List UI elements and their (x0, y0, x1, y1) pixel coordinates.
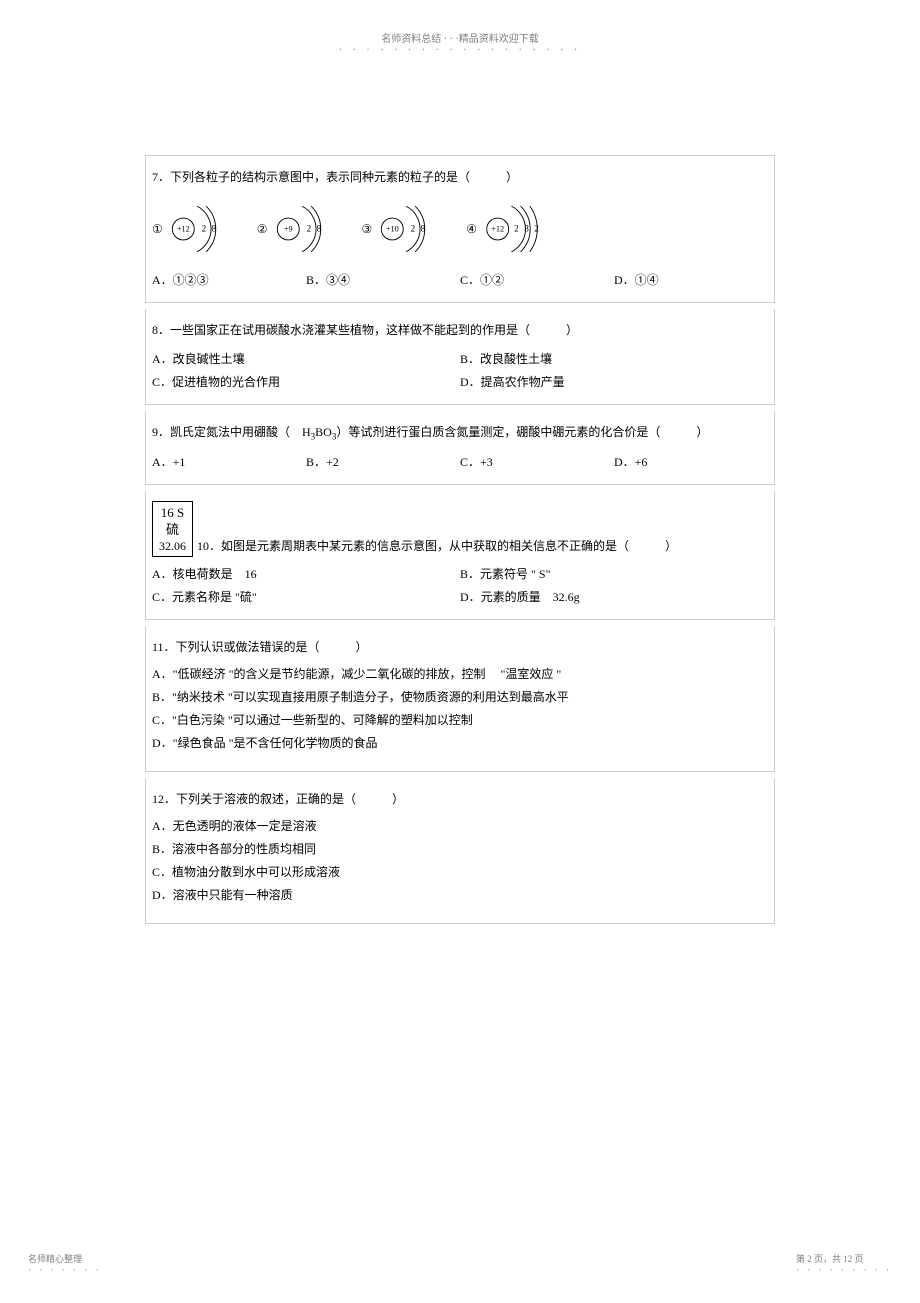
q11-opt-b: B．"纳米技术 "可以实现直接用原子制造分子，使物质资源的利用达到最高水平 (152, 688, 768, 705)
q8-options: A．改良碱性土壤 B．改良酸性土壤 C．促进植物的光合作用 D．提高农作物产量 (152, 350, 768, 390)
svg-text:8: 8 (524, 224, 529, 234)
svg-text:2: 2 (514, 224, 519, 234)
footer-right-text: 第 2 页，共 12 页 (796, 1252, 892, 1265)
footer-right: 第 2 页，共 12 页 · · · · · · · · · (796, 1252, 892, 1275)
question-8: 8．一些国家正在试用碳酸水浇灌某些植物，这样做不能起到的作用是（ ） A．改良碱… (145, 309, 775, 405)
q12-opt-b: B．溶液中各部分的性质均相同 (152, 840, 768, 857)
q10-opt-a: A．核电荷数是 16 (152, 565, 460, 582)
atom-label-2: ② (257, 222, 268, 236)
q12-stem: 12．下列关于溶液的叙述，正确的是（ ） (152, 788, 768, 811)
question-12: 12．下列关于溶液的叙述，正确的是（ ） A．无色透明的液体一定是溶液 B．溶液… (145, 778, 775, 924)
atom-svg-1: +12 2 8 (165, 197, 229, 261)
q7-options: A．①②③ B．③④ C．①② D．①④ (152, 271, 768, 288)
footer-left-dots: · · · · · · · (28, 1265, 101, 1275)
svg-text:+12: +12 (491, 225, 504, 234)
element-num-symbol: 16 S (159, 505, 186, 522)
atom-label-4: ④ (466, 222, 477, 236)
q8-opt-c: C．促进植物的光合作用 (152, 373, 460, 390)
svg-text:2: 2 (306, 224, 311, 234)
svg-text:2: 2 (201, 224, 206, 234)
q7-opt-b: B．③④ (306, 271, 460, 288)
q9-options: A．+1 B．+2 C．+3 D．+6 (152, 453, 768, 470)
header-title: 名师资料总结 · · ·精品资料欢迎下载 (0, 30, 920, 45)
q12-opt-a: A．无色透明的液体一定是溶液 (152, 817, 768, 834)
q9-opt-d: D．+6 (614, 453, 768, 470)
svg-text:+12: +12 (177, 225, 190, 234)
atom-diagram-3: ③ +10 2 8 (362, 197, 439, 261)
element-name: 硫 (159, 522, 186, 539)
q12-opt-d: D．溶液中只能有一种溶质 (152, 886, 768, 903)
svg-text:8: 8 (316, 224, 321, 234)
element-info-box: 16 S 硫 32.06 (152, 501, 193, 557)
q11-stem: 11．下列认识或做法错误的是（ ） (152, 636, 768, 659)
q11-opt-a: A．"低碳经济 "的含义是节约能源，减少二氧化碳的排放，控制 "温室效应 " (152, 665, 768, 682)
question-11: 11．下列认识或做法错误的是（ ） A．"低碳经济 "的含义是节约能源，减少二氧… (145, 626, 775, 772)
content-area: 7．下列各粒子的结构示意图中，表示同种元素的粒子的是（ ） ① +12 2 8 … (145, 155, 775, 930)
svg-text:2: 2 (411, 224, 416, 234)
atom-svg-3: +10 2 8 (374, 197, 438, 261)
q9-opt-c: C．+3 (460, 453, 614, 470)
q10-opt-c: C．元素名称是 "硫" (152, 588, 460, 605)
svg-text:+9: +9 (283, 225, 292, 234)
q11-opt-d: D．"绿色食品 "是不含任何化学物质的食品 (152, 734, 768, 751)
q9-stem-pre: 9．凯氏定氮法中用硼酸（ H (152, 425, 311, 439)
q10-opt-d: D．元素的质量 32.6g (460, 588, 768, 605)
q8-opt-d: D．提高农作物产量 (460, 373, 768, 390)
page-header: 名师资料总结 · · ·精品资料欢迎下载 · · · · · · · · · ·… (0, 30, 920, 56)
footer-left-text: 名师精心整理 (28, 1252, 101, 1265)
atom-diagram-1: ① +12 2 8 (152, 197, 229, 261)
question-9: 9．凯氏定氮法中用硼酸（ H3BO3）等试剂进行蛋白质含氮量测定，硼酸中硼元素的… (145, 411, 775, 485)
question-10: 16 S 硫 32.06 10．如图是元素周期表中某元素的信息示意图，从中获取的… (145, 491, 775, 620)
q7-atom-row: ① +12 2 8 ② +9 2 8 (152, 197, 768, 261)
atom-diagram-4: ④ +12 2 8 2 (466, 197, 553, 261)
svg-text:8: 8 (211, 224, 216, 234)
q10-stem: 10．如图是元素周期表中某元素的信息示意图，从中获取的相关信息不正确的是（ ） (197, 535, 677, 558)
atom-label-1: ① (152, 222, 163, 236)
q8-opt-b: B．改良酸性土壤 (460, 350, 768, 367)
q10-opt-b: B．元素符号 " S" (460, 565, 768, 582)
svg-text:8: 8 (421, 224, 426, 234)
atom-diagram-2: ② +9 2 8 (257, 197, 334, 261)
q8-stem: 8．一些国家正在试用碳酸水浇灌某些植物，这样做不能起到的作用是（ ） (152, 319, 768, 342)
atom-svg-2: +9 2 8 (270, 197, 334, 261)
atom-label-3: ③ (362, 222, 373, 236)
q9-opt-b: B．+2 (306, 453, 460, 470)
q11-options: A．"低碳经济 "的含义是节约能源，减少二氧化碳的排放，控制 "温室效应 " B… (152, 665, 768, 757)
q7-opt-a: A．①②③ (152, 271, 306, 288)
q11-opt-c: C．"白色污染 "可以通过一些新型的、可降解的塑料加以控制 (152, 711, 768, 728)
q12-opt-c: C．植物油分散到水中可以形成溶液 (152, 863, 768, 880)
q12-options: A．无色透明的液体一定是溶液 B．溶液中各部分的性质均相同 C．植物油分散到水中… (152, 817, 768, 909)
header-dots: · · · · · · · · · · · · · · · · · · (0, 45, 920, 56)
q10-options: A．核电荷数是 16 B．元素符号 " S" C．元素名称是 "硫" D．元素的… (152, 565, 768, 605)
element-mass: 32.06 (159, 539, 186, 555)
q7-opt-d: D．①④ (614, 271, 768, 288)
q9-stem-mid: BO (315, 425, 332, 439)
footer-right-dots: · · · · · · · · · (796, 1265, 892, 1275)
q7-stem: 7．下列各粒子的结构示意图中，表示同种元素的粒子的是（ ） (152, 166, 768, 189)
q9-opt-a: A．+1 (152, 453, 306, 470)
svg-text:2: 2 (534, 224, 539, 234)
q7-opt-c: C．①② (460, 271, 614, 288)
q9-stem-post: ）等试剂进行蛋白质含氮量测定，硼酸中硼元素的化合价是（ ） (336, 425, 708, 439)
svg-text:+10: +10 (386, 225, 399, 234)
footer-left: 名师精心整理 · · · · · · · (28, 1252, 101, 1275)
q8-opt-a: A．改良碱性土壤 (152, 350, 460, 367)
q9-stem: 9．凯氏定氮法中用硼酸（ H3BO3）等试剂进行蛋白质含氮量测定，硼酸中硼元素的… (152, 421, 768, 445)
question-7: 7．下列各粒子的结构示意图中，表示同种元素的粒子的是（ ） ① +12 2 8 … (145, 155, 775, 303)
atom-svg-4: +12 2 8 2 (479, 197, 553, 261)
